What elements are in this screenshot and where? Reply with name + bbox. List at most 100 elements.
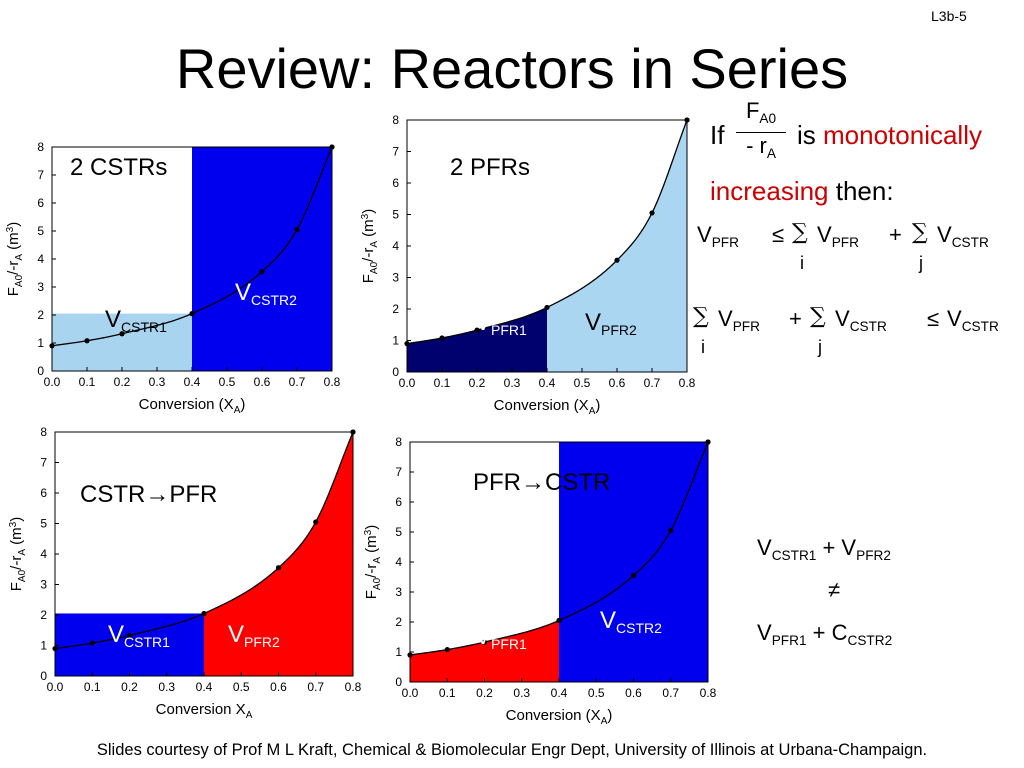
data-point [313, 519, 319, 525]
x-tick-label: 0.6 [625, 686, 642, 700]
y-tick-label: 3 [395, 585, 402, 599]
x-tick-label: 0.7 [662, 686, 679, 700]
monotonically-word: monotonically [823, 120, 982, 150]
is-word: is [797, 120, 816, 150]
y-tick-label: 5 [392, 208, 399, 222]
rate-fraction: FA0 - rA [736, 98, 786, 167]
ineq1-plus: + [889, 222, 902, 247]
y-tick-label: 3 [40, 578, 47, 592]
data-point [474, 327, 480, 333]
x-tick-label: 0.6 [254, 375, 271, 389]
x-tick-label: 0.4 [196, 680, 213, 694]
data-point [201, 610, 207, 617]
ineq1-index-j: j [919, 253, 923, 273]
ineq2-rhs: V [947, 306, 962, 331]
x-tick-label: 0.2 [469, 376, 486, 390]
fraction-numerator: F [745, 98, 760, 123]
fraction-denominator: - r [746, 132, 767, 158]
x-axis-label: Conversion XA [156, 701, 253, 721]
ineq2-index-i: i [701, 337, 705, 357]
y-axis-label: FA0/-rA (m3) [363, 525, 383, 599]
panel-title: PFR→CSTR [473, 469, 610, 496]
y-axis-label: FA0/-rA (m3) [8, 517, 28, 591]
y-tick-label: 7 [40, 456, 47, 470]
y-tick-label: 0 [40, 669, 47, 683]
ineq2-term1-sub: PFR [732, 318, 760, 334]
fraction-denominator-sub: A [766, 145, 776, 161]
x-tick-label: 0.3 [504, 376, 521, 390]
x-axis-label: Conversion (XA) [494, 397, 601, 417]
x-tick-label: 0.5 [588, 686, 605, 700]
y-axis-label: FA0/-rA (m3) [5, 222, 25, 296]
x-tick-label: 0.3 [158, 680, 175, 694]
x-axis-label: Conversion (XA) [139, 396, 246, 416]
region-label-pfr1: VPFR1 [475, 309, 527, 338]
y-tick-label: 8 [40, 425, 47, 439]
inequality-1: VPFR ≤ ∑ VPFR i + ∑ VCSTR j [697, 220, 1022, 274]
data-point [481, 639, 488, 645]
region-label-pfr2: VPFR2 [228, 621, 280, 650]
y-tick-label: 2 [40, 608, 47, 622]
data-point [556, 617, 562, 624]
y-tick-label: 4 [392, 239, 399, 253]
y-tick-label: 7 [395, 465, 402, 479]
y-tick-label: 0 [395, 675, 402, 689]
y-tick-label: 4 [395, 555, 402, 569]
y-tick-label: 5 [37, 224, 44, 238]
page-title: Review: Reactors in Series [175, 37, 849, 100]
y-tick-label: 7 [37, 168, 44, 182]
x-tick-label: 0.2 [121, 680, 138, 694]
shaded-region-cstr2 [192, 147, 332, 371]
x-tick-label: 0.7 [289, 375, 306, 389]
x-tick-label: 0.8 [679, 376, 696, 390]
ineq2-op: ≤ [927, 306, 940, 331]
sum-symbol-icon: ∑ [810, 304, 826, 329]
x-tick-label: 0.5 [219, 375, 236, 389]
x-axis-label: Conversion (XA) [506, 707, 613, 727]
x-tick-label: 0.3 [149, 375, 166, 389]
data-point [189, 311, 195, 317]
chart-2-cstrs: 0.0 0.1 0.2 0.3 0.4 0.5 0.6 0.7 0.8 0 1 2 3 4 5 6 7 8 Conv… [0, 135, 350, 425]
region-label-pfr1: VPFR1 [475, 623, 527, 652]
ineq2-term2-sub: CSTR [849, 318, 887, 334]
x-tick-label: 0.1 [79, 375, 96, 389]
x-tick-label: 0.4 [539, 376, 556, 390]
panel-title: CSTR→PFR [80, 481, 217, 508]
y-tick-label: 3 [392, 271, 399, 285]
data-point [119, 331, 125, 337]
region-label-cstr1: VCSTR1 [108, 621, 170, 650]
comparison-line3-a: V [757, 620, 772, 645]
y-tick-label: 0 [392, 365, 399, 379]
shaded-region-cstr2 [559, 442, 708, 682]
comparison-line1-a: V [757, 535, 772, 560]
y-tick-label: 2 [395, 615, 402, 629]
ineq2-plus: + [789, 306, 802, 331]
x-tick-label: 0.3 [513, 686, 530, 700]
shaded-region-pfr2 [547, 120, 687, 372]
y-tick-label: 5 [40, 517, 47, 531]
ineq2-index-j: j [818, 337, 822, 357]
inequality-2: ∑ VPFR i + ∑ VCSTR j ≤ VCSTR [693, 304, 1023, 358]
data-point [630, 572, 637, 579]
ineq1-lhs: V [697, 222, 712, 247]
sum-symbol-icon: ∑ [693, 304, 709, 329]
ineq1-term2: V [937, 222, 952, 247]
sum-symbol-icon: ∑ [912, 220, 928, 245]
y-tick-label: 8 [37, 140, 44, 154]
x-tick-label: 0.1 [84, 680, 101, 694]
y-tick-label: 6 [392, 176, 399, 190]
x-tick-label: 0.0 [47, 680, 64, 694]
ineq1-index-i: i [800, 253, 804, 273]
volume-comparison: VCSTR1 + VPFR2 ≠ VPFR1 + CCSTR2 [740, 535, 940, 660]
y-tick-label: 1 [392, 334, 399, 348]
x-tick-label: 0.4 [184, 375, 201, 389]
data-point [649, 210, 655, 216]
y-tick-label: 2 [37, 308, 44, 322]
y-tick-label: 6 [40, 486, 47, 500]
x-tick-label: 0.2 [476, 686, 493, 700]
y-tick-label: 8 [395, 435, 402, 449]
ineq2-term2: V [835, 306, 850, 331]
chart-pfr-cstr: 0.0 0.1 0.2 0.3 0.4 0.5 0.6 0.7 0.8 0 1 2 3 4 5 6 7 8 Conv… [360, 430, 720, 735]
x-tick-label: 0.5 [574, 376, 591, 390]
x-tick-label: 0.6 [609, 376, 626, 390]
